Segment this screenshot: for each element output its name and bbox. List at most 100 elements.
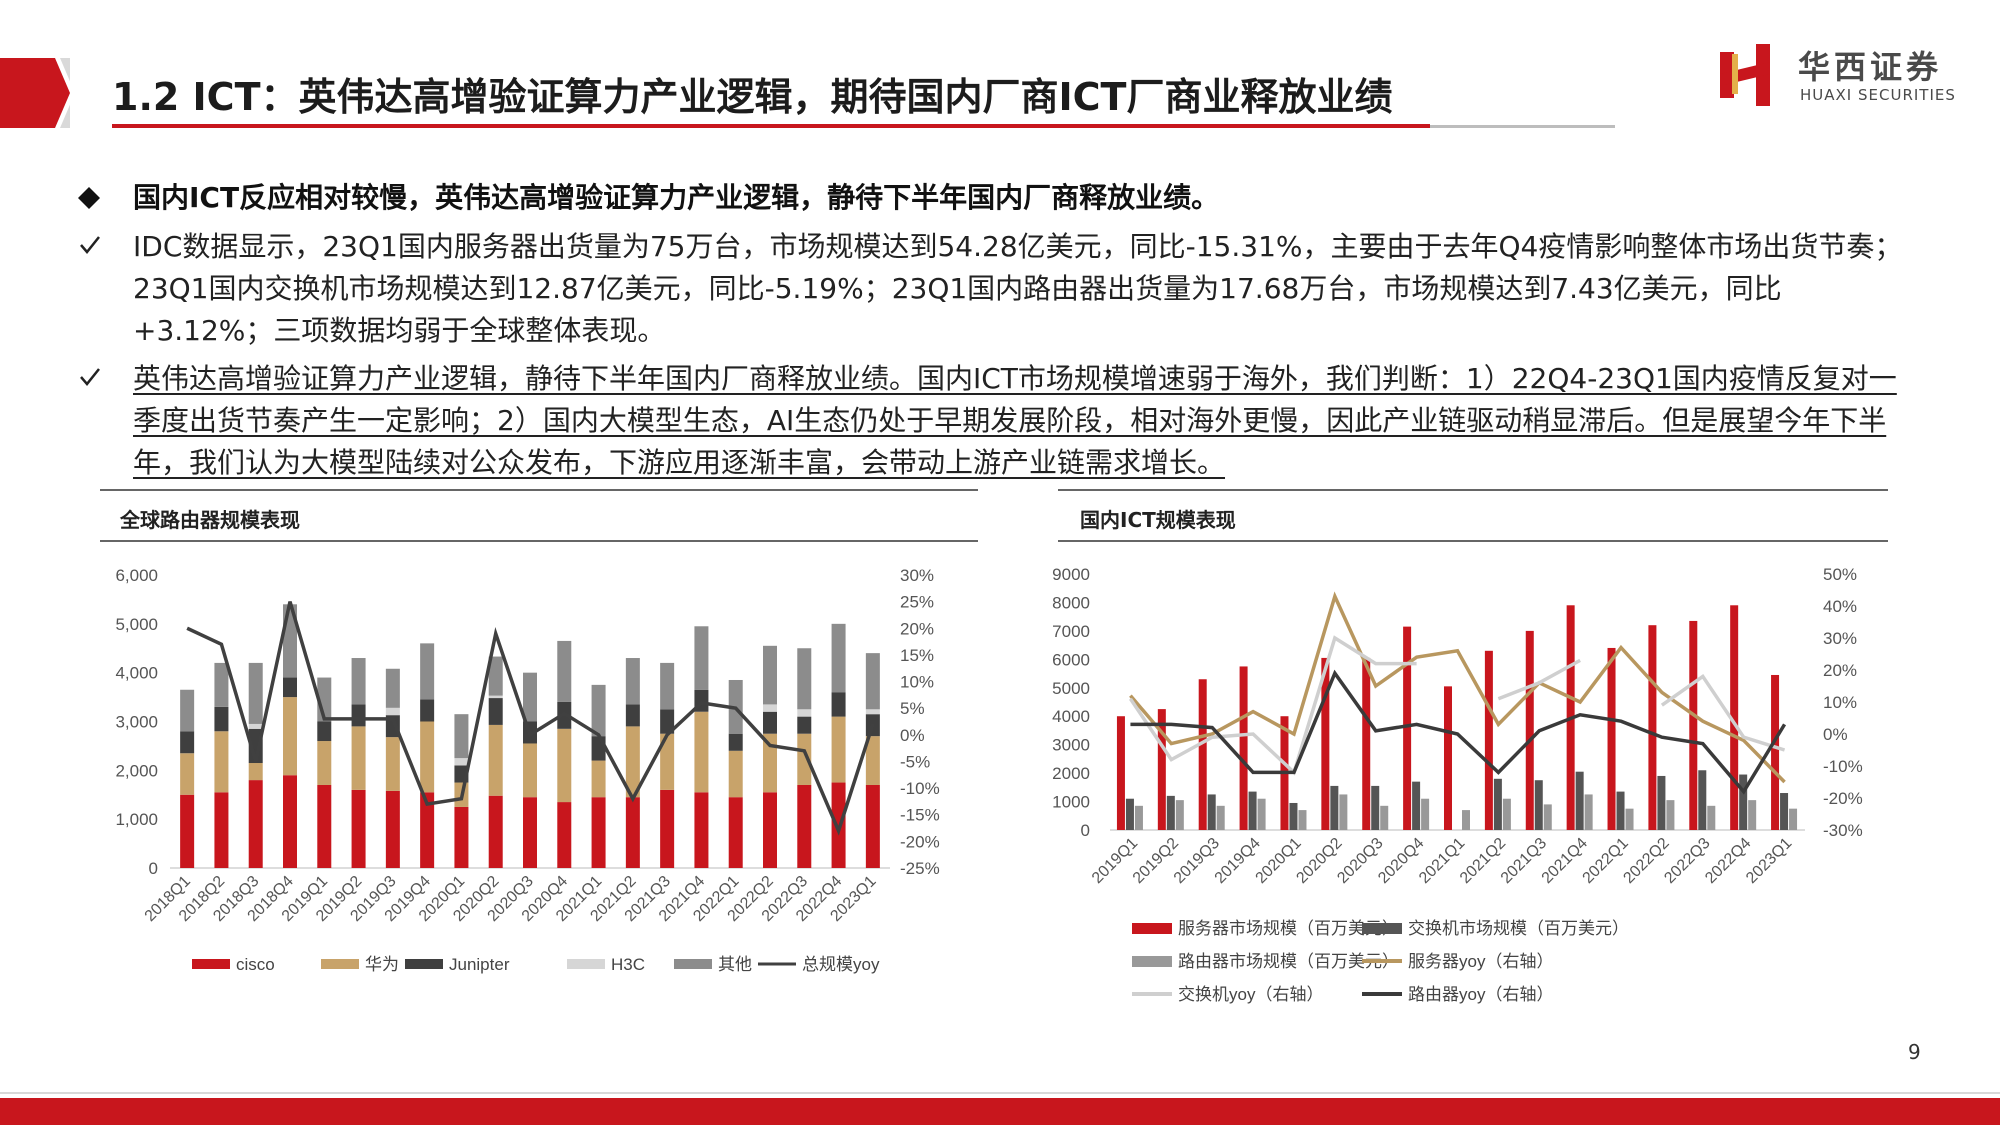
y2-tick-label: 25% [900, 593, 934, 612]
bar-其他 [248, 662, 263, 724]
bar-服务器市场规模（百万美元） [1607, 647, 1616, 830]
y-tick-label: 6000 [1052, 650, 1090, 669]
bar-Junipter [831, 692, 846, 717]
bar-cisco [351, 789, 366, 868]
y2-tick-label: 30% [900, 566, 934, 585]
legend-label: 服务器yoy（右轴） [1408, 952, 1553, 971]
bar-Junipter [728, 733, 743, 751]
bar-cisco [557, 802, 572, 868]
bar-Junipter [283, 677, 297, 698]
y2-tick-label: 0% [900, 726, 925, 745]
bar-cisco [488, 795, 503, 868]
bar-Junipter [763, 711, 777, 734]
line-series-路由器yoy（右轴） [1130, 669, 1787, 795]
logo-text-cn: 华西证券 [1798, 48, 1943, 86]
bar-Junipter [420, 699, 435, 722]
bullet-point-3: 英伟达高增验证算力产业逻辑，静待下半年国内厂商释放业绩。国内ICT市场规模增速弱… [133, 362, 1897, 479]
bar-Junipter [660, 709, 675, 734]
y-tick-label: 0 [149, 859, 158, 878]
bar-其他 [385, 668, 400, 708]
bar-服务器市场规模（百万美元） [1525, 630, 1534, 830]
bar-Junipter [317, 721, 332, 742]
y2-tick-label: 30% [1823, 629, 1857, 648]
bullet-point-1: 国内ICT反应相对较慢，英伟达高增验证算力产业逻辑，静待下半年国内厂商释放业绩。 [133, 181, 1220, 214]
bar-交换机市场规模（百万美元） [1616, 791, 1625, 830]
bar-cisco [660, 789, 675, 868]
bar-cisco [797, 784, 812, 868]
bar-H3C [454, 758, 469, 766]
y-tick-label: 9000 [1052, 565, 1090, 584]
bar-路由器市场规模（百万美元） [1421, 798, 1430, 830]
bar-服务器市场规模（百万美元） [1771, 674, 1780, 830]
bar-华为 [283, 697, 297, 776]
bar-服务器市场规模（百万美元） [1403, 626, 1412, 830]
bar-交换机市场规模（百万美元） [1207, 794, 1216, 830]
y2-tick-label: -20% [900, 832, 940, 851]
line-series-服务器yoy（右轴） [1129, 591, 1786, 784]
y2-tick-label: -30% [1823, 821, 1863, 840]
bar-华为 [557, 728, 572, 803]
logo-text-en: HUAXI SECURITIES [1800, 86, 1956, 104]
y-tick-label: 3,000 [115, 713, 158, 732]
y2-tick-label: 15% [900, 646, 934, 665]
y-tick-label: 6,000 [115, 566, 158, 585]
bar-cisco [694, 792, 709, 868]
y2-tick-label: 20% [900, 619, 934, 638]
bar-cisco [420, 792, 435, 868]
y-tick-label: 5000 [1052, 679, 1090, 698]
bar-其他 [488, 656, 503, 696]
bar-路由器市场规模（百万美元） [1584, 794, 1593, 830]
legend-label: 路由器市场规模（百万美元） [1178, 952, 1399, 971]
y-tick-label: 3000 [1052, 736, 1090, 755]
global-router-chart: 0 1,000 2,000 3,000 4,000 5,000 6,000 -25% -20% -… [115, 566, 940, 974]
bar-其他 [180, 689, 195, 732]
y-tick-label: 1,000 [115, 810, 158, 829]
huaxi-logo-icon [1720, 44, 1770, 106]
bar-服务器市场规模（百万美元） [1648, 625, 1657, 830]
bar-cisco [865, 784, 880, 868]
bar-cisco [728, 797, 743, 868]
bar-Junipter [797, 716, 812, 734]
bar-服务器市场规模（百万美元） [1198, 679, 1207, 830]
bar-其他 [797, 648, 812, 710]
bar-Junipter [214, 706, 229, 732]
bar-其他 [454, 714, 469, 759]
chart2-title-rule [1058, 540, 1888, 542]
bar-华为 [317, 741, 332, 785]
bar-华为 [591, 760, 606, 798]
chart1-title-rule [100, 540, 978, 542]
chart1-title: 全球路由器规模表现 [120, 508, 300, 532]
y-tick-label: 0 [1081, 821, 1090, 840]
bar-路由器市场规模（百万美元） [1707, 805, 1716, 830]
bar-路由器市场规模（百万美元） [1502, 798, 1511, 830]
bar-路由器市场规模（百万美元） [1462, 810, 1470, 830]
bar-交换机市场规模（百万美元） [1412, 781, 1421, 830]
bar-cisco [763, 792, 777, 868]
bar-Junipter [625, 704, 640, 727]
y-tick-label: 7000 [1052, 622, 1090, 641]
bar-路由器市场规模（百万美元） [1543, 804, 1552, 830]
bar-其他 [831, 623, 846, 693]
y2-tick-label: 40% [1823, 597, 1857, 616]
y2-tick-label: -5% [900, 752, 930, 771]
bar-服务器市场规模（百万美元） [1444, 686, 1452, 830]
y-tick-label: 5,000 [115, 615, 158, 634]
bar-交换机市场规模（百万美元） [1575, 771, 1584, 830]
bar-cisco [317, 784, 332, 868]
legend-label: 华为 [365, 955, 399, 974]
bar-华为 [728, 750, 743, 798]
bar-华为 [797, 733, 812, 785]
bar-华为 [488, 724, 503, 796]
bar-cisco [248, 780, 263, 868]
checkmark-icon [80, 368, 100, 386]
y2-tick-label: 20% [1823, 661, 1857, 680]
y-tick-label: 4000 [1052, 707, 1090, 726]
legend-label: 路由器yoy（右轴） [1408, 985, 1553, 1004]
domestic-ict-chart: 0 1000 2000 3000 4000 5000 6000 7000 8000 9000 -30… [1052, 565, 1863, 1004]
y-tick-label: 1000 [1052, 793, 1090, 812]
bar-cisco [591, 797, 606, 868]
bar-cisco [523, 797, 537, 868]
legend-swatch [1132, 923, 1172, 934]
bar-服务器市场规模（百万美元） [1730, 605, 1739, 830]
bar-服务器市场规模（百万美元） [1321, 657, 1330, 830]
